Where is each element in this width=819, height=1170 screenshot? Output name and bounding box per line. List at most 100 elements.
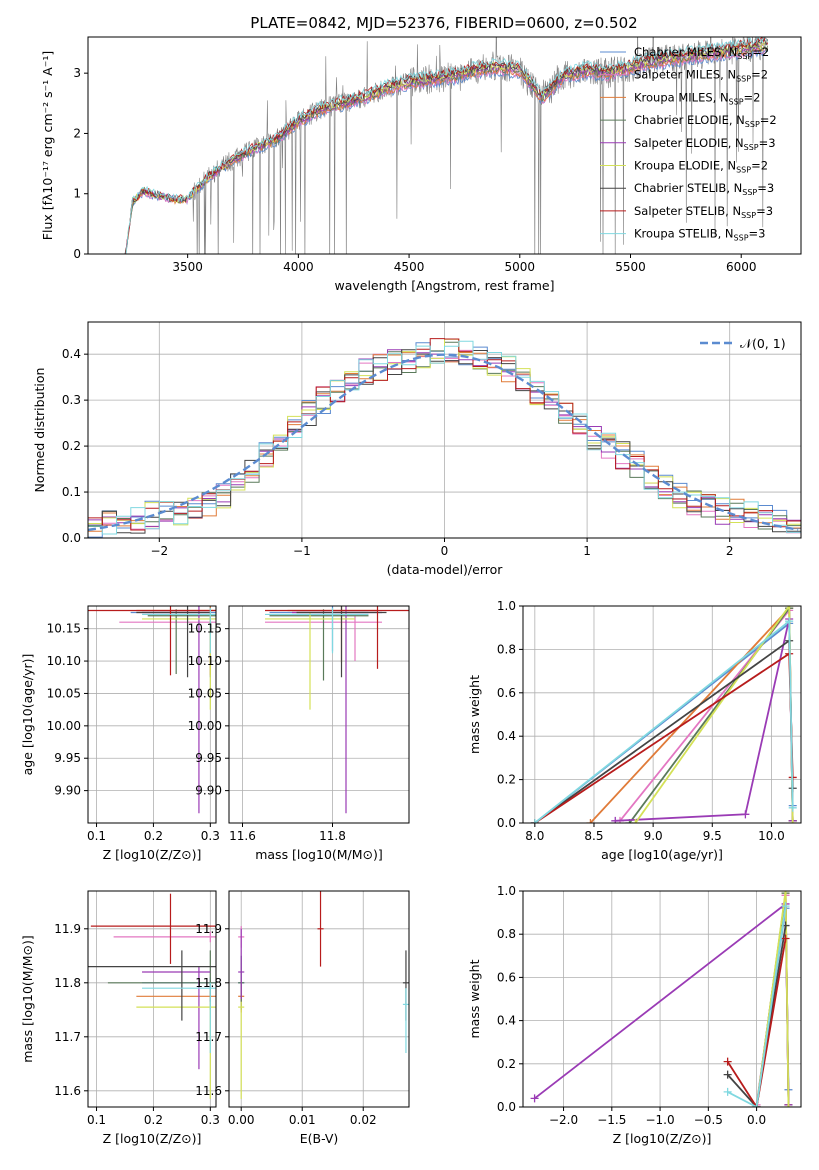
legend-entry: Kroupa MILES, NSSP=2: [634, 90, 760, 106]
x-tick-label: 0.1: [87, 1113, 106, 1127]
axes-frame: [522, 605, 802, 824]
plot-area-mass_vs_age: [265, 606, 409, 814]
x-tick-label: 4000: [283, 260, 314, 274]
weight-marker: [781, 902, 790, 911]
y-tick-label: 0.4: [497, 729, 516, 743]
x-tick-label: 9.0: [644, 829, 663, 843]
y-tick-label: 10.10: [47, 654, 81, 668]
axes-mass_vs_age: 11.6 11.8 9.90 9.95 10.00 10.05 10.10 10.15 mass…: [188, 605, 410, 862]
histogram-series: [88, 338, 801, 531]
figure-title: PLATE=0842, MJD=52376, FIBERID=0600, z=0…: [250, 14, 637, 32]
weight-marker: [788, 803, 797, 812]
weight-line: [534, 652, 794, 823]
x-axis-label: Z [log10(Z/Z⊙)]: [103, 1131, 202, 1146]
x-axis-label: age [log10(age/yr)]: [601, 847, 723, 862]
y-tick-label: 0.8: [497, 642, 516, 656]
model-line: [125, 41, 768, 254]
weight-marker: [530, 819, 539, 823]
x-tick-label: 10.0: [758, 829, 785, 843]
x-tick-label: 3500: [172, 260, 203, 274]
plot-area-ebv_vs_mass: [238, 891, 409, 1099]
legend-entry: Chabrier MILES, NSSP=2: [634, 45, 769, 61]
axes-frame: [87, 605, 217, 824]
x-tick-label: 4500: [394, 260, 425, 274]
x-tick-label: −1: [293, 544, 311, 558]
weight-line: [726, 938, 787, 1107]
legend-entry: Salpeter MILES, NSSP=2: [634, 68, 768, 84]
x-tick-label: 0.2: [144, 1113, 163, 1127]
plot-area-spectrum: [121, 37, 768, 254]
x-axis-label: wavelength [Angstrom, rest frame]: [334, 278, 554, 293]
x-tick-label: 0.3: [201, 1113, 220, 1127]
y-tick-label: 11.7: [54, 1030, 81, 1044]
weight-line: [534, 638, 794, 823]
y-tick-label: 11.6: [54, 1084, 81, 1098]
y-tick-label: 1.0: [497, 599, 516, 613]
x-axis-label: E(B-V): [300, 1131, 339, 1146]
y-tick-label: 10.10: [188, 654, 222, 668]
weight-line: [727, 905, 787, 1107]
x-tick-label: 2: [726, 544, 734, 558]
axes-Z_vs_weight: −2.0 −1.5 −1.0 −0.5 0.0 0.0 0.2 0.4 0.6 0.8 1.0 Z […: [467, 884, 802, 1146]
y-tick-label: 0.2: [62, 439, 81, 453]
legend: 𝒩(0, 1): [700, 336, 786, 351]
y-tick-label: 0.0: [497, 816, 516, 830]
axes-frame: [87, 36, 802, 255]
y-tick-label: 0.8: [497, 927, 516, 941]
y-tick-label: 3: [73, 66, 81, 80]
y-tick-label: 9.95: [195, 751, 222, 765]
x-tick-label: 0.1: [87, 829, 106, 843]
y-tick-label: 10.05: [47, 686, 81, 700]
x-axis-label: Z [log10(Z/Z⊙)]: [103, 847, 202, 862]
y-axis-label: mass [log10(M/M⊙)]: [20, 935, 35, 1063]
y-tick-label: 11.9: [195, 922, 222, 936]
x-tick-label: 0.00: [228, 1113, 255, 1127]
x-tick-label: −1.0: [645, 1113, 674, 1127]
weight-marker: [785, 617, 794, 626]
x-tick-label: 8.0: [525, 829, 544, 843]
axes-Z_vs_age: 0.1 0.2 0.3 9.90 9.95 10.00 10.05 10.10 10.15 Z […: [20, 605, 220, 862]
weight-marker: [723, 1057, 732, 1066]
x-axis-label: mass [log10(M/M⊙)]: [255, 847, 383, 862]
y-tick-label: 10.15: [47, 622, 81, 636]
y-tick-label: 11.7: [195, 1030, 222, 1044]
axes-frame: [87, 890, 217, 1108]
y-tick-label: 1.0: [497, 884, 516, 898]
axes-ebv_vs_mass: 0.00 0.01 0.02 11.6 11.7 11.8 11.9 E(B-V): [195, 890, 410, 1146]
weight-line: [726, 925, 787, 1107]
y-tick-label: 11.8: [195, 976, 222, 990]
x-tick-label: 5500: [615, 260, 646, 274]
legend-entry: Chabrier STELIB, NSSP=3: [634, 181, 774, 197]
legend-entry: Kroupa ELODIE, NSSP=2: [634, 159, 768, 175]
x-tick-label: −0.5: [694, 1113, 723, 1127]
weight-marker: [723, 1070, 732, 1079]
y-tick-label: 2: [73, 126, 81, 140]
legend-entry: Kroupa STELIB, NSSP=3: [634, 227, 765, 243]
y-axis-label: mass weight: [467, 675, 482, 754]
y-tick-label: 0.2: [497, 1057, 516, 1071]
weight-marker: [586, 819, 595, 823]
weight-marker: [530, 1094, 539, 1103]
legend-entry: Salpeter STELIB, NSSP=3: [634, 204, 773, 220]
plot-area-Z_vs_mass: [88, 893, 216, 1099]
y-tick-label: 0.0: [497, 1100, 516, 1114]
legend-entry: Salpeter ELODIE, NSSP=3: [634, 136, 776, 152]
y-tick-label: 11.8: [54, 976, 81, 990]
x-tick-label: 0.2: [144, 829, 163, 843]
x-tick-label: 6000: [726, 260, 757, 274]
model-line: [125, 37, 768, 254]
y-tick-label: 0.0: [62, 531, 81, 545]
x-tick-label: 9.5: [703, 829, 722, 843]
axes-frame: [522, 890, 802, 1108]
weight-marker: [784, 1103, 793, 1107]
weight-marker: [752, 1103, 761, 1107]
y-tick-label: 11.6: [195, 1084, 222, 1098]
legend-entry: 𝒩(0, 1): [740, 336, 786, 351]
y-tick-label: 10.00: [47, 719, 81, 733]
axes-frame: [228, 605, 410, 824]
axes-spectrum: 3500 4000 4500 5000 5500 6000 0 1 2 3 wavelength […: [40, 36, 802, 293]
x-tick-label: −1.5: [597, 1113, 626, 1127]
y-axis-label: Normed distribution: [32, 368, 47, 493]
weight-marker: [781, 934, 790, 943]
